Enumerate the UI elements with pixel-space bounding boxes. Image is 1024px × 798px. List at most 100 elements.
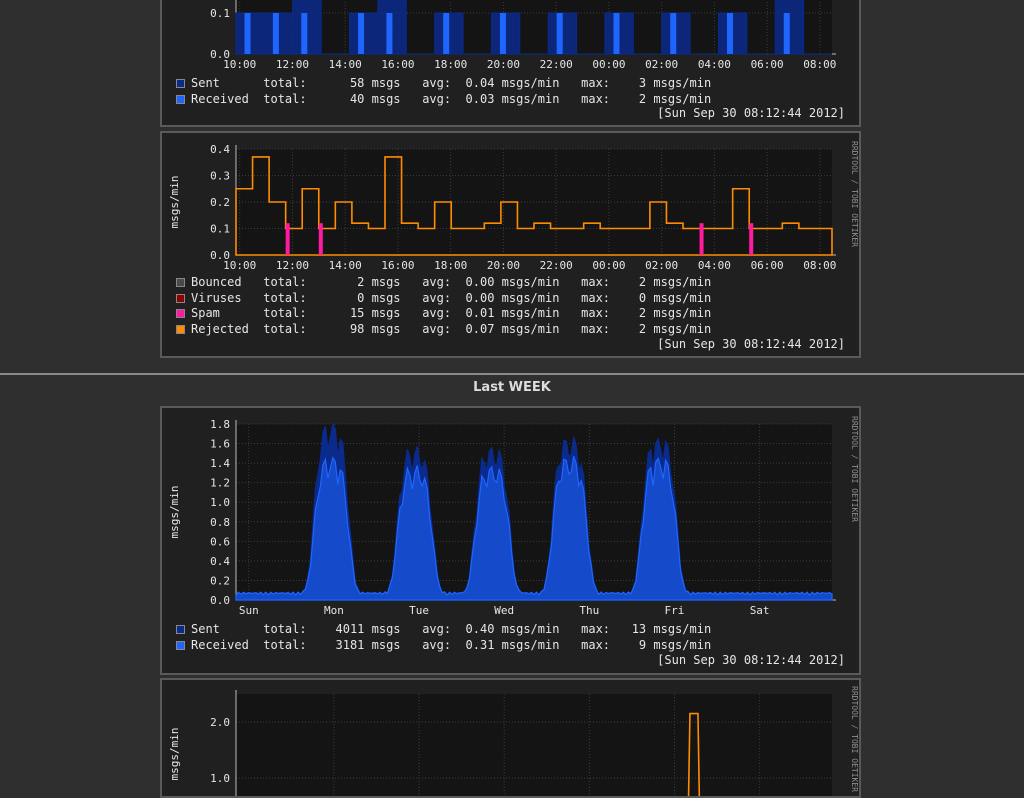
chart-day-rejected: 0.0 0.1 0.2 0.3 0.4 10:00 12:00 14:00 16:00 18:00… [168,141,859,272]
y-axis-label: msgs/min [168,728,181,781]
series-received-spike [499,13,506,54]
x-tick-label: Thu [579,604,599,617]
y-tick-label: 0.4 [210,555,230,568]
legend-row: Received total: 40 msgs avg: 0.03 msgs/m… [176,92,711,108]
y-tick-label: 1.0 [210,772,230,785]
x-tick-label: 16:00 [381,58,414,71]
y-tick-label: 1.6 [210,438,230,451]
series-sent [235,0,832,55]
x-tick-label: Sun [239,604,259,617]
x-tick-label: 20:00 [487,58,520,71]
chart-week-sent: 0.0 0.2 0.4 0.6 0.8 1.0 1.2 1.4 1.6 1.8 Sun Mon Tue W… [168,416,859,617]
legend-swatch [176,309,185,319]
series-received-spike [726,13,733,54]
x-tick-label: 08:00 [803,58,836,71]
x-tick-label: 02:00 [645,58,678,71]
section-divider [0,373,1024,375]
chart-week-rejected: 1.0 2.0 msgs/min RRDTOOL / TOBI OETIKER [168,686,859,796]
legend-text: Received total: 40 msgs avg: 0.03 msgs/m… [191,91,712,106]
series-received-spike [613,13,620,54]
series-received-spike [301,13,308,54]
graph-panel-day-sent: 0.0 0.1 10:00 12:00 14:00 16:00 18:00 20:00 22:0… [160,0,861,127]
x-tick-label: Wed [494,604,514,617]
x-tick-label: 10:00 [223,259,256,272]
series-received-spike [443,13,450,54]
x-tick-label: 18:00 [434,259,467,272]
y-tick-label: 0.6 [210,535,230,548]
y-tick-label: 1.4 [210,457,230,470]
series-spam-spike [285,223,290,255]
rrdtool-credit: RRDTOOL / TOBI OETIKER [850,416,859,522]
x-tick-label: 22:00 [540,259,573,272]
x-tick-label: 14:00 [329,58,362,71]
x-tick-label: 02:00 [645,259,678,272]
x-tick-label: 12:00 [276,58,309,71]
legend-row: Sent total: 58 msgs avg: 0.04 msgs/min m… [176,76,711,92]
x-tick-label: Mon [324,604,344,617]
legend-row: Sent total: 4011 msgs avg: 0.40 msgs/min… [176,622,711,638]
y-tick-label: 0.8 [210,516,230,529]
timestamp: [Sun Sep 30 08:12:44 2012] [657,106,845,120]
legend-row: Rejected total: 98 msgs avg: 0.07 msgs/m… [176,322,711,338]
y-axis-label: msgs/min [168,486,181,539]
legend-text: Rejected total: 98 msgs avg: 0.07 msgs/m… [191,321,712,336]
legend-text: Sent total: 4011 msgs avg: 0.40 msgs/min… [191,622,712,636]
series-spam-spike [318,223,323,255]
legend-text: Spam total: 15 msgs avg: 0.01 msgs/min m… [191,306,712,320]
x-tick-label: 16:00 [381,259,414,272]
y-tick-label: 2.0 [210,716,230,729]
legend-text: Bounced total: 2 msgs avg: 0.00 msgs/min… [191,275,712,289]
y-tick-label: 1.0 [210,496,230,509]
x-tick-label: Tue [409,604,429,617]
legend: Sent total: 58 msgs avg: 0.04 msgs/min m… [176,76,711,107]
x-tick-label: 00:00 [592,259,625,272]
x-tick-label: 10:00 [223,58,256,71]
x-tick-label: 22:00 [540,58,573,71]
x-tick-label: 04:00 [698,259,731,272]
y-tick-label: 0.1 [210,7,230,20]
series-received-spike [358,13,365,54]
series-received-spike [386,13,393,54]
y-tick-label: 1.2 [210,477,230,490]
y-tick-label: 0.0 [210,48,230,61]
series-received-area [235,456,833,601]
legend-swatch [176,640,185,650]
series-spam-spike [699,223,704,255]
graph-panel-week-rejected: 1.0 2.0 msgs/min RRDTOOL / TOBI OETIKER [160,678,861,798]
legend-swatch [176,293,185,303]
legend-swatch [176,278,185,288]
y-tick-label: 0.4 [210,143,230,156]
x-tick-label: 18:00 [434,58,467,71]
y-tick-label: 0.3 [210,170,230,183]
rrdtool-credit: RRDTOOL / TOBI OETIKER [850,686,859,792]
section-title-week: Last WEEK [473,380,551,395]
timestamp: [Sun Sep 30 08:12:44 2012] [657,337,845,351]
y-tick-label: 0.0 [210,249,230,262]
legend-row: Viruses total: 0 msgs avg: 0.00 msgs/min… [176,291,711,307]
legend-text: Received total: 3181 msgs avg: 0.31 msgs… [191,637,712,652]
legend-row: Spam total: 15 msgs avg: 0.01 msgs/min m… [176,306,711,322]
series-received-spike [244,13,251,54]
graph-panel-day-rejected: 0.0 0.1 0.2 0.3 0.4 10:00 12:00 14:00 16:00 18:00… [160,131,861,358]
x-tick-label: 00:00 [592,58,625,71]
x-tick-label: 20:00 [487,259,520,272]
legend-text: Sent total: 58 msgs avg: 0.04 msgs/min m… [191,76,712,90]
series-received-spike [272,13,279,54]
x-tick-label: 08:00 [803,259,836,272]
legend: Bounced total: 2 msgs avg: 0.00 msgs/min… [176,275,711,337]
series-received-spike [670,13,677,54]
graph-panel-week-sent: 0.0 0.2 0.4 0.6 0.8 1.0 1.2 1.4 1.6 1.8 Sun Mon Tue W… [160,406,861,675]
rrdtool-credit: RRDTOOL / TOBI OETIKER [850,141,859,247]
x-tick-label: 14:00 [329,259,362,272]
y-axis-label: msgs/min [168,176,181,229]
y-tick-label: 1.8 [210,418,230,431]
legend-swatch [176,94,185,104]
series-received-spike [556,13,563,54]
plot-area [236,694,832,796]
y-tick-label: 0.1 [210,223,230,236]
x-tick-label: 06:00 [751,259,784,272]
legend-swatch [176,324,185,334]
legend-swatch [176,625,185,635]
series-spam-spike [749,223,754,255]
y-tick-label: 0.2 [210,196,230,209]
